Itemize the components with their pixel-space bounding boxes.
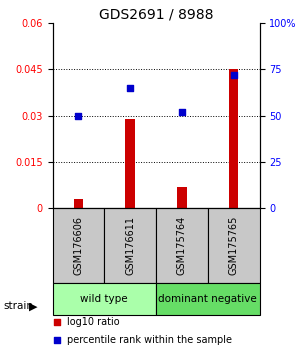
Text: wild type: wild type xyxy=(80,294,128,304)
Text: dominant negative: dominant negative xyxy=(158,294,257,304)
Point xyxy=(76,113,81,118)
Bar xyxy=(104,208,156,283)
Text: ▶: ▶ xyxy=(28,301,37,311)
Text: GSM176606: GSM176606 xyxy=(74,216,83,275)
Text: log10 ratio: log10 ratio xyxy=(67,317,120,327)
Bar xyxy=(125,119,135,208)
Text: strain: strain xyxy=(3,301,33,311)
Bar xyxy=(74,199,83,208)
Point xyxy=(54,319,59,325)
Point xyxy=(128,85,133,91)
Text: percentile rank within the sample: percentile rank within the sample xyxy=(67,335,232,345)
Bar xyxy=(177,187,187,208)
Text: GSM175764: GSM175764 xyxy=(177,216,187,275)
Bar xyxy=(208,208,260,283)
Bar xyxy=(52,208,104,283)
Text: GSM176611: GSM176611 xyxy=(125,216,135,275)
Bar xyxy=(229,69,238,208)
Bar xyxy=(156,208,208,283)
Bar xyxy=(52,283,156,315)
Point xyxy=(179,109,184,115)
Point xyxy=(54,337,59,343)
Point xyxy=(231,72,236,78)
Bar xyxy=(156,283,260,315)
Title: GDS2691 / 8988: GDS2691 / 8988 xyxy=(99,8,213,22)
Text: GSM175765: GSM175765 xyxy=(229,216,238,275)
